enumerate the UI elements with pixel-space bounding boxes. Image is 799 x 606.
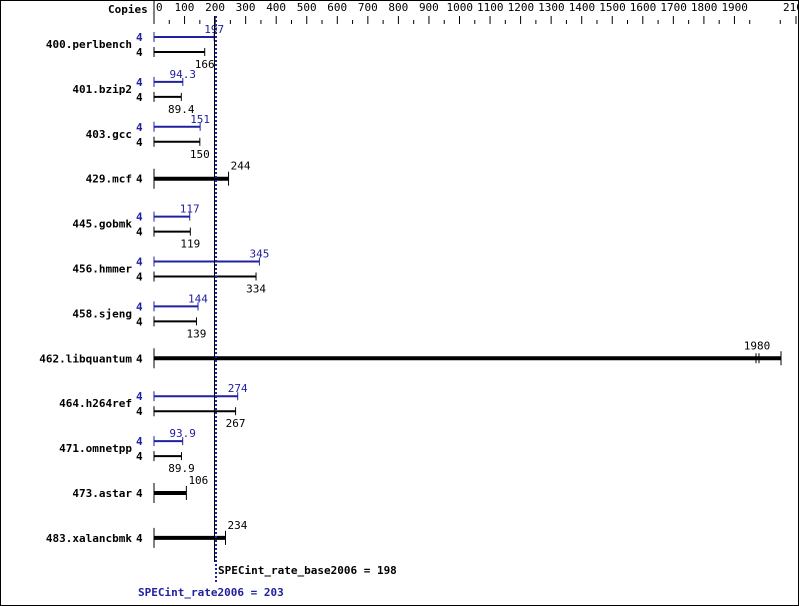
x-tick-label: 1200: [508, 1, 534, 14]
benchmark-label: 483.xalancbmk: [46, 532, 132, 545]
base-copies: 4: [136, 352, 143, 365]
base-copies: 4: [136, 487, 143, 500]
base-copies: 4: [136, 91, 143, 104]
copies-header: Copies: [108, 3, 148, 16]
peak-value-label: 274: [228, 382, 248, 395]
x-tick-label: 1500: [599, 1, 626, 14]
x-tick-label: 600: [327, 1, 347, 14]
base-copies: 4: [136, 405, 143, 418]
base-value-label: 150: [190, 148, 210, 161]
benchmark-label: 429.mcf: [86, 173, 132, 186]
base-copies: 4: [136, 271, 143, 284]
benchmark-label: 445.gobmk: [72, 218, 132, 231]
base-value-label: 334: [246, 283, 266, 296]
base-copies: 4: [136, 46, 143, 59]
x-tick-label: 800: [388, 1, 408, 14]
peak-copies: 4: [136, 31, 143, 44]
x-tick-label: 2100: [783, 1, 799, 14]
benchmark-label: 456.hmmer: [72, 263, 132, 276]
peak-value-label: 144: [188, 292, 208, 305]
base-value-label: 166: [195, 58, 215, 71]
peak-value-label: 117: [180, 203, 200, 216]
peak-copies: 4: [136, 211, 143, 224]
x-tick-label: 400: [266, 1, 286, 14]
peak-copies: 4: [136, 390, 143, 403]
base-value-label: 234: [228, 519, 248, 532]
peak-metric-label: SPECint_rate2006 = 203: [138, 586, 284, 599]
x-tick-label: 1700: [660, 1, 687, 14]
x-tick-label: 1600: [630, 1, 657, 14]
x-tick-label: 1100: [477, 1, 504, 14]
x-tick-label: 900: [419, 1, 439, 14]
base-copies: 4: [136, 315, 143, 328]
peak-copies: 4: [136, 300, 143, 313]
x-tick-label: 100: [175, 1, 195, 14]
peak-value-label: 345: [249, 248, 269, 261]
peak-value-label: 94.3: [170, 68, 197, 81]
peak-value-label: 93.9: [169, 427, 196, 440]
x-tick-label: 500: [297, 1, 317, 14]
benchmark-label: 458.sjeng: [72, 307, 132, 320]
peak-copies: 4: [136, 256, 143, 269]
base-copies: 4: [136, 136, 143, 149]
benchmark-label: 464.h264ref: [59, 397, 132, 410]
x-tick-label: 1800: [691, 1, 718, 14]
benchmark-label: 462.libquantum: [39, 352, 132, 365]
benchmark-label: 471.omnetpp: [59, 442, 132, 455]
x-tick-label: 200: [205, 1, 225, 14]
benchmark-label: 400.perlbench: [46, 38, 132, 51]
x-tick-label: 300: [236, 1, 256, 14]
peak-copies: 4: [136, 435, 143, 448]
peak-value-label: 151: [190, 113, 210, 126]
base-copies: 4: [136, 226, 143, 239]
benchmark-label: 403.gcc: [86, 128, 132, 141]
base-value-label: 89.9: [168, 462, 195, 475]
base-value-label: 267: [226, 417, 246, 430]
base-copies: 4: [136, 532, 143, 545]
base-metric-label: SPECint_rate_base2006 = 198: [218, 564, 397, 577]
peak-copies: 4: [136, 121, 143, 134]
x-tick-label: 1300: [538, 1, 565, 14]
base-value-label: 89.4: [168, 103, 195, 116]
base-value-label: 1980: [744, 339, 771, 352]
base-copies: 4: [136, 450, 143, 463]
peak-copies: 4: [136, 76, 143, 89]
benchmark-label: 473.astar: [72, 487, 132, 500]
base-value-label: 106: [188, 474, 208, 487]
x-tick-label: 1400: [569, 1, 596, 14]
benchmark-label: 401.bzip2: [72, 83, 132, 96]
x-tick-label: 700: [358, 1, 378, 14]
base-value-label: 244: [231, 160, 251, 173]
x-tick-label: 1900: [721, 1, 748, 14]
base-value-label: 139: [187, 327, 207, 340]
base-copies: 4: [136, 173, 143, 186]
x-tick-label: 1000: [447, 1, 474, 14]
base-value-label: 119: [180, 238, 200, 251]
x-tick-label: 0: [156, 1, 163, 14]
